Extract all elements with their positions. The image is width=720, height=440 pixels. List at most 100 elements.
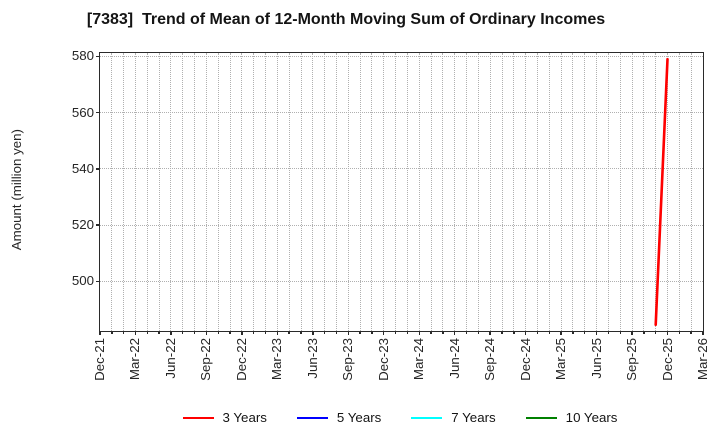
x-tick-mark [288, 331, 290, 334]
vertical-gridline [324, 53, 326, 331]
vertical-gridline [655, 53, 657, 331]
vertical-gridline [418, 53, 420, 331]
legend-item-3-years: 3 Years [182, 410, 267, 426]
x-tick-mark [655, 331, 657, 334]
vertical-gridline [265, 53, 267, 331]
x-tick-mark [406, 331, 409, 334]
x-tick-mark [323, 331, 326, 334]
vertical-gridline [111, 53, 113, 331]
x-tick-mark [182, 331, 184, 334]
y-tick-mark [96, 280, 100, 282]
y-tick-label: 560 [71, 104, 94, 120]
vertical-gridline [678, 53, 680, 331]
x-tick-label-text: Mar-22 [127, 338, 143, 381]
vertical-gridline [454, 53, 456, 331]
x-tick-mark [454, 331, 456, 335]
vertical-gridline [229, 53, 231, 331]
x-tick-mark [300, 331, 302, 334]
x-tick-mark [690, 331, 692, 334]
vertical-gridline [241, 53, 243, 331]
legend-label: 3 Years [222, 410, 267, 425]
vertical-gridline [253, 53, 255, 331]
x-tick-mark [229, 331, 231, 334]
x-tick-mark [465, 331, 468, 334]
vertical-gridline [170, 53, 172, 331]
y-tick-label: 540 [71, 160, 94, 176]
vertical-gridline [146, 53, 148, 331]
x-tick-label-text: Jun-22 [162, 338, 178, 379]
vertical-gridline [596, 53, 598, 331]
x-tick-mark [253, 331, 255, 334]
y-tick-mark [96, 111, 100, 114]
x-tick-label-text: Jun-23 [304, 338, 320, 379]
vertical-gridline [217, 53, 219, 331]
x-tick-mark [560, 331, 562, 335]
vertical-gridline [430, 53, 432, 331]
x-tick-mark [394, 331, 397, 334]
x-tick-label-text: Dec-21 [92, 338, 107, 381]
series-lines-layer [654, 57, 669, 327]
horizontal-gridline [100, 168, 703, 170]
x-tick-mark [371, 331, 373, 334]
x-tick-label-text: Dec-23 [375, 338, 391, 381]
y-axis-label-text: Amount (million yen) [9, 129, 24, 251]
vertical-gridline [395, 53, 397, 331]
series-line-3-years [654, 57, 669, 327]
x-tick-mark [607, 331, 610, 334]
x-tick-mark [702, 331, 704, 335]
x-tick-label-text: Dec-25 [659, 338, 675, 381]
x-tick-mark [513, 331, 515, 334]
vertical-gridline [690, 53, 692, 331]
x-tick-mark [99, 331, 101, 335]
legend-label: 7 Years [451, 410, 496, 425]
vertical-gridline [371, 53, 373, 331]
legend-line-swatch [182, 417, 214, 419]
x-tick-label-text: Dec-22 [233, 338, 249, 381]
x-tick-mark [631, 331, 633, 335]
x-tick-mark [524, 331, 527, 335]
x-tick-mark [205, 331, 208, 335]
x-tick-mark [477, 331, 480, 334]
x-tick-mark [347, 331, 349, 335]
x-tick-mark [442, 331, 444, 334]
legend-item-5-years: 5 Years [296, 410, 381, 426]
vertical-gridline [182, 53, 184, 331]
x-tick-mark [489, 331, 491, 335]
x-tick-mark [678, 331, 681, 334]
vertical-gridline [335, 53, 337, 331]
x-tick-label-text: Mar-26 [695, 338, 710, 381]
vertical-gridline [347, 53, 349, 331]
x-tick-label-text: Jun-25 [588, 338, 604, 379]
x-tick-mark [418, 331, 420, 335]
vertical-gridline [584, 53, 586, 331]
chart-title: [7383] Trend of Mean of 12-Month Moving … [86, 11, 606, 28]
vertical-gridline [619, 53, 621, 331]
vertical-gridline [489, 53, 491, 331]
x-tick-mark [111, 331, 113, 334]
legend-item-7-years: 7 Years [411, 410, 496, 426]
vertical-gridline [572, 53, 574, 331]
y-tick-mark [96, 224, 100, 226]
x-tick-mark [619, 331, 621, 334]
x-tick-mark [158, 331, 160, 334]
vertical-gridline [158, 53, 160, 331]
vertical-gridline [383, 53, 385, 331]
vertical-gridline [466, 53, 468, 331]
x-tick-mark [146, 331, 148, 334]
legend-label: 10 Years [565, 410, 618, 425]
x-tick-mark [359, 331, 361, 334]
vertical-gridline [477, 53, 479, 331]
vertical-gridline [513, 53, 515, 331]
vertical-gridline [312, 53, 314, 331]
x-tick-mark [241, 331, 243, 335]
horizontal-gridline [100, 112, 703, 114]
x-tick-mark [430, 331, 432, 334]
x-tick-label-text: Mar-25 [553, 338, 569, 381]
horizontal-gridline [100, 224, 703, 226]
legend-item-10-years: 10 Years [525, 410, 618, 426]
vertical-gridline [123, 53, 125, 331]
x-tick-label-text: Sep-23 [340, 338, 356, 381]
x-tick-mark [134, 331, 137, 335]
x-tick-mark [536, 331, 539, 334]
